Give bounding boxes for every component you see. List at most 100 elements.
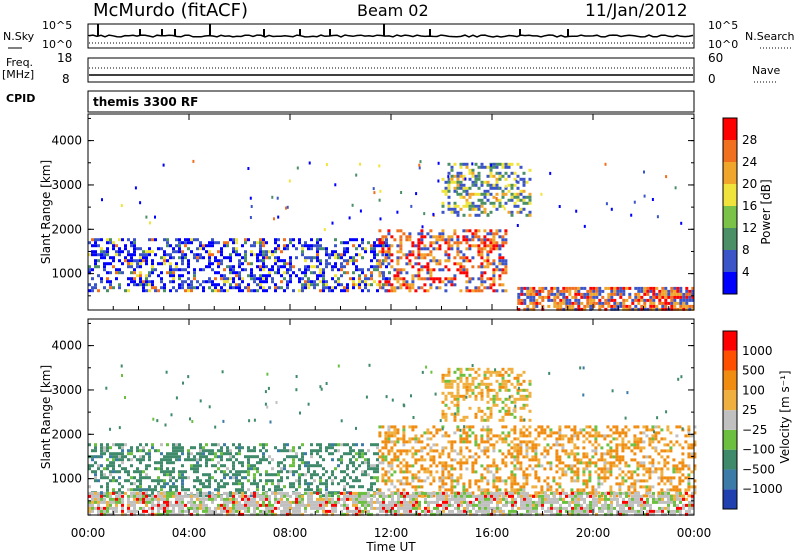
heatmap-cell <box>151 280 154 284</box>
heatmap-cell <box>241 476 244 480</box>
heatmap-cell <box>262 250 265 254</box>
heatmap-cell <box>573 455 577 459</box>
heatmap-cell <box>501 195 505 199</box>
heatmap-cell <box>274 473 277 477</box>
heatmap-cell <box>289 482 292 486</box>
y-tick-label: 4000 <box>51 134 82 148</box>
heatmap-cell <box>112 491 115 495</box>
heatmap-cell <box>361 461 364 465</box>
heatmap-cell <box>211 491 214 495</box>
heatmap-cell <box>393 452 397 456</box>
nave-tick-bottom: 0 <box>708 72 716 86</box>
heatmap-cell <box>390 440 394 444</box>
heatmap-cell <box>565 298 569 302</box>
heatmap-cell <box>172 509 175 513</box>
heatmap-cell <box>426 470 430 474</box>
heatmap-cell <box>226 277 229 281</box>
heatmap-cell <box>112 256 115 260</box>
heatmap-cell <box>642 431 646 435</box>
heatmap-cell <box>127 238 130 242</box>
heatmap-cell <box>441 467 445 471</box>
heatmap-cell <box>148 280 151 284</box>
heatmap-cell <box>468 440 472 444</box>
heatmap-cell <box>184 494 187 498</box>
heatmap-cell <box>373 268 376 272</box>
heatmap-cell <box>220 286 223 290</box>
heatmap-cell <box>459 434 463 438</box>
heatmap-cell <box>394 503 397 507</box>
heatmap-cell <box>474 177 478 181</box>
heatmap-cell <box>145 277 148 281</box>
heatmap-cell <box>450 174 454 178</box>
heatmap-cell <box>582 482 586 486</box>
heatmap-cell <box>220 449 223 453</box>
heatmap-cell <box>121 485 124 489</box>
heatmap-cell <box>532 301 536 305</box>
heatmap-cell <box>410 204 413 208</box>
heatmap-cell <box>463 512 466 516</box>
heatmap-cell <box>127 265 130 269</box>
heatmap-cell <box>489 165 493 169</box>
heatmap-cell <box>385 512 388 516</box>
heatmap-cell <box>489 409 493 413</box>
heatmap-cell <box>444 467 448 471</box>
heatmap-cell <box>157 482 160 486</box>
heatmap-cell <box>229 238 232 242</box>
heatmap-cell <box>624 479 628 483</box>
heatmap-cell <box>405 464 409 468</box>
heatmap-cell <box>525 455 529 459</box>
heatmap-cell <box>235 470 238 474</box>
heatmap-cell <box>127 452 130 456</box>
heatmap-cell <box>510 485 514 489</box>
heatmap-cell <box>259 512 262 516</box>
heatmap-cell <box>307 491 310 495</box>
heatmap-cell <box>507 409 511 413</box>
heatmap-cell <box>471 464 475 468</box>
heatmap-cell <box>457 497 460 501</box>
heatmap-cell <box>88 268 91 272</box>
heatmap-cell <box>118 452 121 456</box>
heatmap-cell <box>498 229 502 233</box>
heatmap-cell <box>88 512 91 516</box>
heatmap-cell <box>453 418 457 422</box>
heatmap-cell <box>420 458 424 462</box>
heatmap-cell <box>160 479 163 483</box>
heatmap-cell <box>298 503 301 507</box>
heatmap-cell <box>528 382 532 386</box>
heatmap-cell <box>376 268 379 272</box>
heatmap-cell <box>334 449 337 453</box>
heatmap-cell <box>582 461 586 465</box>
heatmap-cell <box>127 253 130 257</box>
heatmap-cell <box>109 506 112 510</box>
heatmap-cell <box>546 485 550 489</box>
heatmap-cell <box>631 301 635 305</box>
heatmap-cell <box>124 467 127 471</box>
heatmap-cell <box>489 431 493 435</box>
heatmap-cell <box>283 262 286 266</box>
heatmap-cell <box>286 506 289 510</box>
heatmap-cell <box>465 259 469 263</box>
heatmap-cell <box>394 512 397 516</box>
heatmap-cell <box>688 307 692 311</box>
heatmap-cell <box>370 500 373 504</box>
heatmap-cell <box>399 452 403 456</box>
heatmap-cell <box>669 440 673 444</box>
heatmap-cell <box>100 509 103 513</box>
heatmap-cell <box>148 455 151 459</box>
heatmap-cell <box>450 491 454 495</box>
heatmap-cell <box>468 201 472 205</box>
heatmap-cell <box>166 253 169 257</box>
heatmap-cell <box>559 307 563 311</box>
heatmap-cell <box>223 509 226 513</box>
heatmap-cell <box>399 470 403 474</box>
heatmap-cell <box>232 467 235 471</box>
heatmap-cell <box>414 289 418 293</box>
heatmap-cell <box>151 488 154 492</box>
heatmap-cell <box>304 464 307 468</box>
heatmap-cell <box>208 244 211 248</box>
heatmap-cell <box>301 461 304 465</box>
heatmap-cell <box>250 455 253 459</box>
heatmap-cell <box>453 479 457 483</box>
heatmap-cell <box>522 403 526 407</box>
heatmap-cell <box>154 238 157 242</box>
